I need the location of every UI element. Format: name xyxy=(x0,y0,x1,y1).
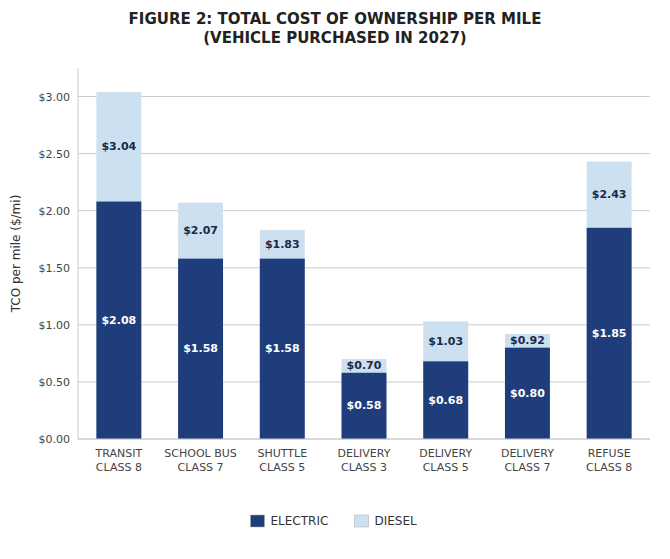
bar xyxy=(505,348,550,439)
bar xyxy=(260,259,305,439)
x-tick-label: TRANSITCLASS 8 xyxy=(95,447,143,474)
bar xyxy=(342,359,387,439)
grid-line xyxy=(78,267,650,268)
grid-line xyxy=(78,153,650,154)
data-labels: $2.08 $1.58 $1.58 $0.58 $0.68 $0.80 $1.85 $3.04… xyxy=(101,140,626,412)
data-label: $2.07 xyxy=(183,224,218,237)
data-label: $0.68 xyxy=(428,394,463,407)
chart: FIGURE 2: TOTAL COST OF OWNERSHIP PER MI… xyxy=(0,0,670,559)
x-tick-label: DELIVERYCLASS 5 xyxy=(419,447,472,474)
grid-line xyxy=(78,96,650,97)
data-label: $1.83 xyxy=(265,238,300,251)
bar xyxy=(423,321,468,439)
y-tick-label: $1.50 xyxy=(39,262,71,275)
bar xyxy=(260,230,305,439)
bar xyxy=(178,203,223,439)
legend-label: DIESEL xyxy=(375,514,418,528)
grid-line xyxy=(78,210,650,211)
y-tick-label: $2.50 xyxy=(39,148,71,161)
y-axis-line xyxy=(78,68,79,439)
y-tick-label: $1.00 xyxy=(39,319,71,332)
legend-swatch xyxy=(355,515,369,527)
y-axis-label: TCO per mile ($/mi) xyxy=(9,195,23,314)
data-label: $2.43 xyxy=(592,188,627,201)
grid xyxy=(78,97,650,439)
x-tick-label: DELIVERYCLASS 7 xyxy=(501,447,554,474)
x-axis-line xyxy=(78,439,650,440)
grid-line xyxy=(78,439,650,440)
data-label: $1.58 xyxy=(265,342,300,355)
y-tick-label: $0.50 xyxy=(39,376,71,389)
legend: ELECTRIC DIESEL xyxy=(251,514,418,528)
bar xyxy=(96,202,141,439)
legend-label: ELECTRIC xyxy=(271,514,329,528)
data-label: $0.80 xyxy=(510,387,545,400)
x-tick-label: SHUTTLECLASS 5 xyxy=(257,447,307,474)
bar xyxy=(505,334,550,439)
y-tick-label: $0.00 xyxy=(39,433,71,446)
data-label: $0.70 xyxy=(347,359,382,372)
data-label: $2.08 xyxy=(101,314,136,327)
bar xyxy=(423,361,468,439)
x-tick-label: DELIVERYCLASS 3 xyxy=(338,447,391,474)
bar xyxy=(178,259,223,439)
bar xyxy=(587,162,632,439)
bars xyxy=(96,92,631,439)
x-tick-label: SCHOOL BUSCLASS 7 xyxy=(164,447,236,474)
data-label: $1.58 xyxy=(183,342,218,355)
data-label: $1.03 xyxy=(428,335,463,348)
data-label: $0.58 xyxy=(347,399,382,412)
grid-line xyxy=(78,324,650,325)
bar xyxy=(342,373,387,439)
bar xyxy=(96,92,141,439)
data-label: $1.85 xyxy=(592,327,627,340)
data-label: $0.92 xyxy=(510,334,545,347)
data-label: $3.04 xyxy=(101,140,136,153)
y-tick-label: $2.00 xyxy=(39,205,71,218)
bar xyxy=(587,228,632,439)
x-tick-label: REFUSECLASS 8 xyxy=(586,447,632,474)
legend-swatch xyxy=(251,515,265,527)
title: FIGURE 2: TOTAL COST OF OWNERSHIP PER MI… xyxy=(129,10,542,47)
y-tick-label: $3.00 xyxy=(39,91,71,104)
